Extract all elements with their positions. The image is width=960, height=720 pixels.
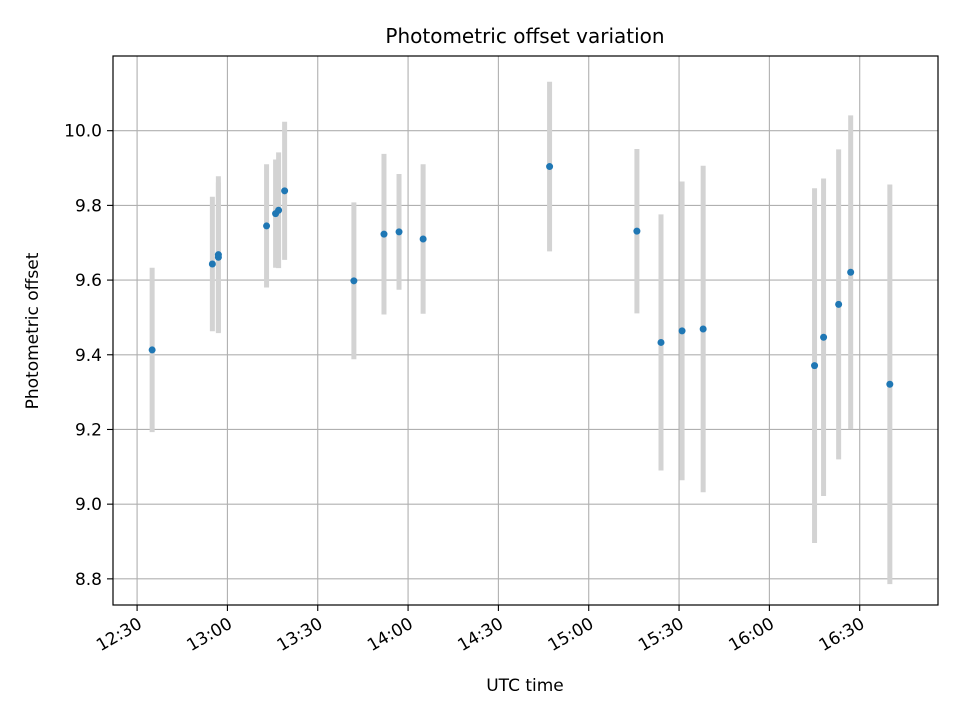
y-tick-label: 9.6 — [75, 271, 102, 291]
x-axis-ticks: 12:30 13:00 13:30 14:00 14:30 15:00 15:30 16:00… — [93, 605, 868, 656]
y-tick-label: 9.2 — [75, 420, 102, 440]
x-tick-label: 16:30 — [816, 614, 868, 656]
data-point — [546, 163, 554, 171]
y-tick-label: 10.0 — [64, 122, 102, 142]
x-tick-label: 14:30 — [454, 614, 506, 656]
plot-area-frame — [112, 55, 939, 606]
data-points — [148, 163, 894, 388]
data-point — [395, 228, 403, 236]
data-point — [811, 362, 819, 370]
data-point — [820, 333, 828, 341]
data-point — [350, 277, 358, 285]
chart-title: Photometric offset variation — [385, 24, 664, 48]
data-point — [835, 300, 843, 308]
x-tick-label: 14:00 — [364, 614, 416, 656]
y-tick-label: 9.8 — [75, 196, 102, 216]
x-tick-label: 12:30 — [93, 614, 145, 656]
data-point — [148, 346, 156, 354]
data-point — [886, 380, 894, 388]
data-point — [699, 325, 707, 333]
data-point — [263, 222, 271, 230]
data-point — [847, 268, 855, 276]
x-tick-label: 13:30 — [274, 614, 326, 656]
data-point — [633, 227, 641, 235]
y-tick-label: 9.4 — [75, 346, 102, 366]
x-tick-label: 15:00 — [545, 614, 597, 656]
x-tick-label: 16:00 — [725, 614, 777, 656]
data-point — [380, 230, 388, 238]
y-axis-label: Photometric offset — [23, 252, 43, 409]
data-point — [678, 327, 686, 335]
data-point — [419, 235, 427, 243]
grid — [113, 56, 938, 605]
data-point — [657, 338, 665, 346]
x-tick-label: 13:00 — [183, 614, 235, 656]
y-axis-ticks: 8.8 9.0 9.2 9.4 9.6 9.8 10.0 — [64, 122, 113, 590]
data-point — [281, 187, 289, 195]
error-bars — [149, 81, 893, 585]
data-point — [275, 206, 283, 214]
y-tick-label: 9.0 — [75, 495, 102, 515]
x-tick-label: 15:30 — [635, 614, 687, 656]
data-point — [208, 260, 216, 268]
y-tick-label: 8.8 — [75, 570, 102, 590]
x-axis-label: UTC time — [486, 676, 564, 696]
data-point — [214, 253, 222, 261]
